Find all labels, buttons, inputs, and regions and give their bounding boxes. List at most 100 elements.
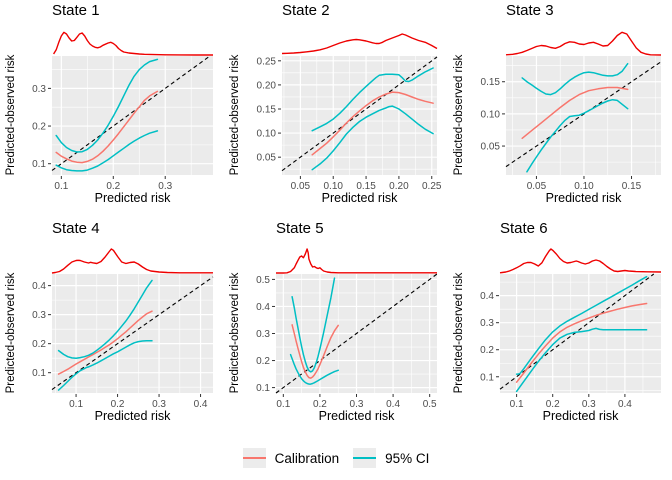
95-ci-upper-curve [521, 62, 629, 96]
x-tick-label: 0.10 [574, 181, 594, 192]
calibration-curve [291, 324, 339, 379]
95-ci-upper-curve [311, 67, 434, 132]
y-tick-label: 0.3 [256, 329, 270, 340]
95-ci-lower-curve [55, 130, 159, 172]
x-tick-label: 0.4 [194, 399, 208, 410]
y-tick-label: 0.05 [481, 142, 501, 153]
panel-background [500, 274, 661, 393]
plot-panel: 0.05 0.10 0.15 0.20 0.25 0.05 0.10 0.15 0.20 0.25 [257, 33, 442, 192]
identity-reference-line [51, 276, 214, 390]
x-tick-label: 0.2 [111, 399, 125, 410]
95-ci-lower-curve [515, 327, 648, 393]
subplot-state-5: State 5 Predicted-observed risk 0.1 0.2 0.… [224, 218, 448, 436]
y-tick-label: 0.3 [480, 318, 494, 329]
x-axis-title: Predicted risk [94, 191, 171, 205]
x-tick-label: 0.10 [323, 181, 343, 192]
x-axis-title: Predicted risk [545, 191, 622, 205]
y-tick-label: 0.2 [480, 345, 494, 356]
y-tick-label: 0.10 [257, 129, 277, 140]
x-tick-label: 0.1 [69, 399, 83, 410]
ci-key-swatch [353, 448, 377, 468]
plot-title: State 4 [52, 220, 100, 237]
subplot-state-4: State 4 Predicted-observed risk 0.1 0.2 0.… [0, 218, 224, 436]
x-tick-label: 0.3 [158, 181, 172, 192]
y-tick-label: 0.1 [32, 368, 46, 379]
x-axis-title: Predicted risk [318, 409, 395, 423]
y-tick-label: 0.15 [481, 77, 501, 88]
subplot-state-1: State 1 Predicted-observed risk 0.1 0.2 0.… [0, 0, 224, 218]
y-tick-label: 0.2 [32, 122, 46, 133]
density-curve [51, 248, 213, 274]
plot-panel: 0.1 0.2 0.3 0.4 0.1 0.2 0.3 0.4 [32, 248, 214, 410]
x-tick-label: 0.05 [291, 181, 311, 192]
y-tick-label: 0.1 [480, 372, 494, 383]
x-axis-title: Predicted risk [321, 191, 398, 205]
x-tick-label: 0.15 [622, 181, 642, 192]
calibration-curve [55, 90, 159, 164]
x-tick-label: 0.1 [510, 399, 524, 410]
calibration-key-swatch [242, 448, 266, 468]
y-tick-label: 0.4 [32, 281, 46, 292]
subplot-state-6: State 6 Predicted-observed risk 0.1 0.2 0.… [448, 218, 672, 436]
95-ci-upper-curve [55, 58, 159, 153]
panel-background [282, 56, 437, 175]
y-tick-label: 0.15 [257, 104, 277, 115]
plot-panel: 0.1 0.2 0.3 0.4 0.1 0.2 0.3 0.4 [480, 248, 662, 410]
x-tick-label: 0.3 [152, 399, 166, 410]
legend-label: Calibration [274, 450, 340, 466]
plot-title: State 1 [52, 2, 100, 19]
plot-title: State 3 [506, 2, 554, 19]
x-axis-title: Predicted risk [542, 409, 619, 423]
95-ci-upper-curve [515, 275, 648, 375]
legend-item-calibration: Calibration [242, 448, 340, 468]
x-tick-label: 0.1 [54, 181, 68, 192]
95-ci-upper-curve [291, 277, 336, 373]
95-ci-lower-curve [289, 353, 339, 385]
legend: Calibration 95% CI [0, 436, 672, 480]
calibration-curve [521, 86, 629, 140]
plot-panel: 0.05 0.10 0.15 0.05 0.10 0.15 [481, 31, 662, 192]
calibration-curve [515, 302, 648, 383]
ci-line-icon [353, 457, 377, 459]
95-ci-lower-curve [526, 98, 629, 173]
density-curve [281, 33, 438, 55]
plot-title: State 6 [500, 220, 548, 237]
y-tick-label: 0.1 [32, 159, 46, 170]
95-ci-lower-curve [311, 105, 434, 171]
density-curve [276, 248, 437, 274]
95-ci-lower-curve [57, 340, 153, 391]
legend-item-95ci: 95% CI [353, 448, 429, 468]
y-tick-label: 0.2 [256, 356, 270, 367]
plot-title: State 2 [282, 2, 330, 19]
95-ci-upper-curve [57, 279, 153, 359]
plot-panel: 0.1 0.2 0.3 0.4 0.5 0.1 0.2 0.3 0.4 0.5 [256, 248, 438, 410]
x-tick-label: 0.2 [546, 399, 560, 410]
y-tick-label: 0.3 [32, 84, 46, 95]
identity-reference-line [51, 55, 211, 171]
x-tick-label: 0.3 [350, 399, 364, 410]
x-tick-label: 0.2 [313, 399, 327, 410]
subplot-state-3: State 3 Predicted-observed risk 0.05 0.10… [448, 0, 672, 218]
y-tick-label: 0.4 [480, 291, 494, 302]
x-tick-label: 0.25 [422, 181, 442, 192]
identity-reference-line [275, 273, 438, 394]
calibration-curve [311, 91, 434, 156]
calibration-line-icon [242, 457, 266, 459]
x-tick-label: 0.3 [582, 399, 596, 410]
y-tick-label: 0.10 [481, 109, 501, 120]
plot-panel: 0.1 0.2 0.3 0.1 0.2 0.3 [32, 31, 213, 192]
y-tick-label: 0.20 [257, 80, 277, 91]
legend-label: 95% CI [385, 450, 430, 466]
x-tick-label: 0.15 [356, 181, 376, 192]
x-tick-label: 0.4 [386, 399, 400, 410]
y-tick-label: 0.05 [257, 153, 277, 164]
y-tick-label: 0.4 [256, 302, 270, 313]
plot-title: State 5 [276, 220, 324, 237]
x-tick-label: 0.2 [106, 181, 120, 192]
y-tick-label: 0.25 [257, 56, 277, 67]
x-axis-title: Predicted risk [94, 409, 171, 423]
x-tick-label: 0.4 [618, 399, 632, 410]
x-tick-label: 0.1 [276, 399, 290, 410]
subplot-state-2: State 2 Predicted-observed risk 0.05 0.10… [224, 0, 448, 218]
